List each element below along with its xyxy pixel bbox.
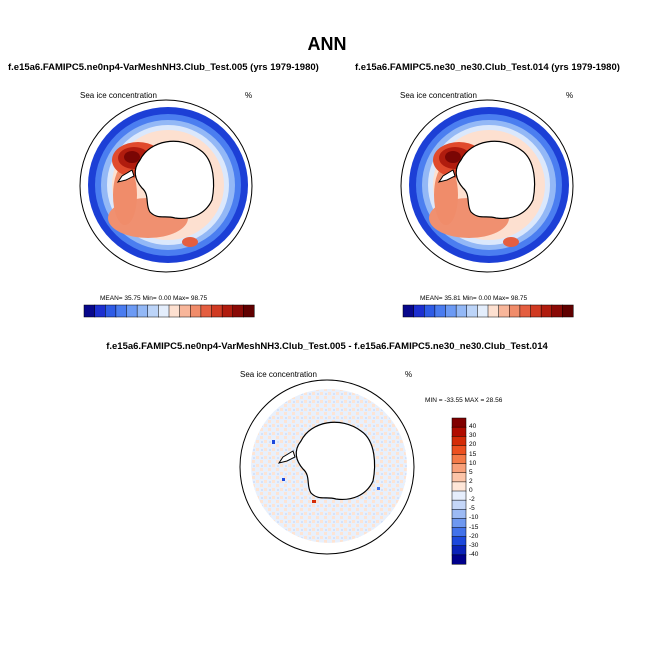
colorbar-tick-label: 15 <box>469 450 477 458</box>
antarctica-landmass <box>455 140 536 220</box>
diff-colorbar-labels: 40 30 20 15 10 5 2 0 -2 -5 -10 -15 -20 -30 -40 <box>469 418 499 564</box>
colorbar-tick-label: -2 <box>469 496 475 504</box>
panel-2-variable-label: Sea ice concentration <box>400 91 477 100</box>
panel-1-stats: MEAN= 35.75 Min= 0.00 Max= 98.75 <box>100 295 208 302</box>
panel-2-title: f.e15a6.FAMIPC5.ne30_ne30.Club_Test.014 … <box>355 62 620 73</box>
colorbar-swatch <box>451 445 467 456</box>
colorbar-tick-label: 40 <box>469 423 477 431</box>
colorbar-tick-label: -20 <box>469 532 479 540</box>
colorbar-swatch <box>451 545 467 556</box>
panel-2-units-label: % <box>566 91 574 100</box>
colorbar-swatch <box>451 436 467 446</box>
colorbar-swatch <box>451 518 467 529</box>
panel-2-map-boundary <box>400 99 574 273</box>
panel-1-title: f.e15a6.FAMIPC5.ne0np4-VarMeshNH3.Club_T… <box>8 62 319 73</box>
colorbar-swatch <box>451 463 467 474</box>
page-title: ANN <box>307 34 347 54</box>
panel-1-variable-label: Sea ice concentration <box>80 91 157 100</box>
colorbar-swatch <box>562 304 574 318</box>
colorbar-tick-label: 2 <box>469 477 473 485</box>
colorbar-swatch <box>451 481 467 492</box>
colorbar-swatch <box>451 472 467 483</box>
colorbar-tick-label: 10 <box>469 459 477 467</box>
panel-2-colorbar <box>402 304 574 318</box>
panel-2-stats: MEAN= 35.81 Min= 0.00 Max= 98.75 <box>420 295 528 302</box>
colorbar-swatch <box>451 554 467 565</box>
colorbar-tick-label: 0 <box>469 487 473 494</box>
panel-1-colorbar <box>83 304 255 318</box>
diff-panel-units-label: % <box>405 370 413 379</box>
colorbar-swatch <box>451 490 467 501</box>
diff-colorbar <box>451 417 467 565</box>
colorbar-tick-label: -40 <box>469 550 479 558</box>
colorbar-tick-label: 20 <box>469 441 477 449</box>
colorbar-swatch <box>451 454 467 465</box>
colorbar-swatch <box>451 499 467 510</box>
colorbar-tick-label: 30 <box>469 432 477 440</box>
colorbar-swatch <box>451 536 467 547</box>
colorbar-swatch <box>451 509 467 519</box>
colorbar-swatch <box>243 304 255 318</box>
panel-1-map-boundary <box>79 99 253 273</box>
diff-panel-stats: MIN = -33.55 MAX = 28.56 <box>425 397 503 404</box>
colorbar-swatch <box>451 426 467 437</box>
colorbar-tick-label: -10 <box>469 514 479 522</box>
colorbar-tick-label: -15 <box>469 523 479 531</box>
colorbar-tick-label: 5 <box>469 468 473 476</box>
antarctica-landmass <box>134 140 215 220</box>
colorbar-tick-label: -5 <box>469 505 475 513</box>
colorbar-swatch <box>451 527 467 538</box>
diff-panel-map-boundary <box>239 379 415 555</box>
panel-1-units-label: % <box>245 91 253 100</box>
colorbar-swatch <box>451 417 467 428</box>
colorbar-tick-label: -30 <box>469 541 479 549</box>
antarctica-landmass <box>295 421 376 501</box>
diff-panel-variable-label: Sea ice concentration <box>240 370 317 379</box>
diff-panel-title: f.e15a6.FAMIPC5.ne0np4-VarMeshNH3.Club_T… <box>106 341 548 352</box>
